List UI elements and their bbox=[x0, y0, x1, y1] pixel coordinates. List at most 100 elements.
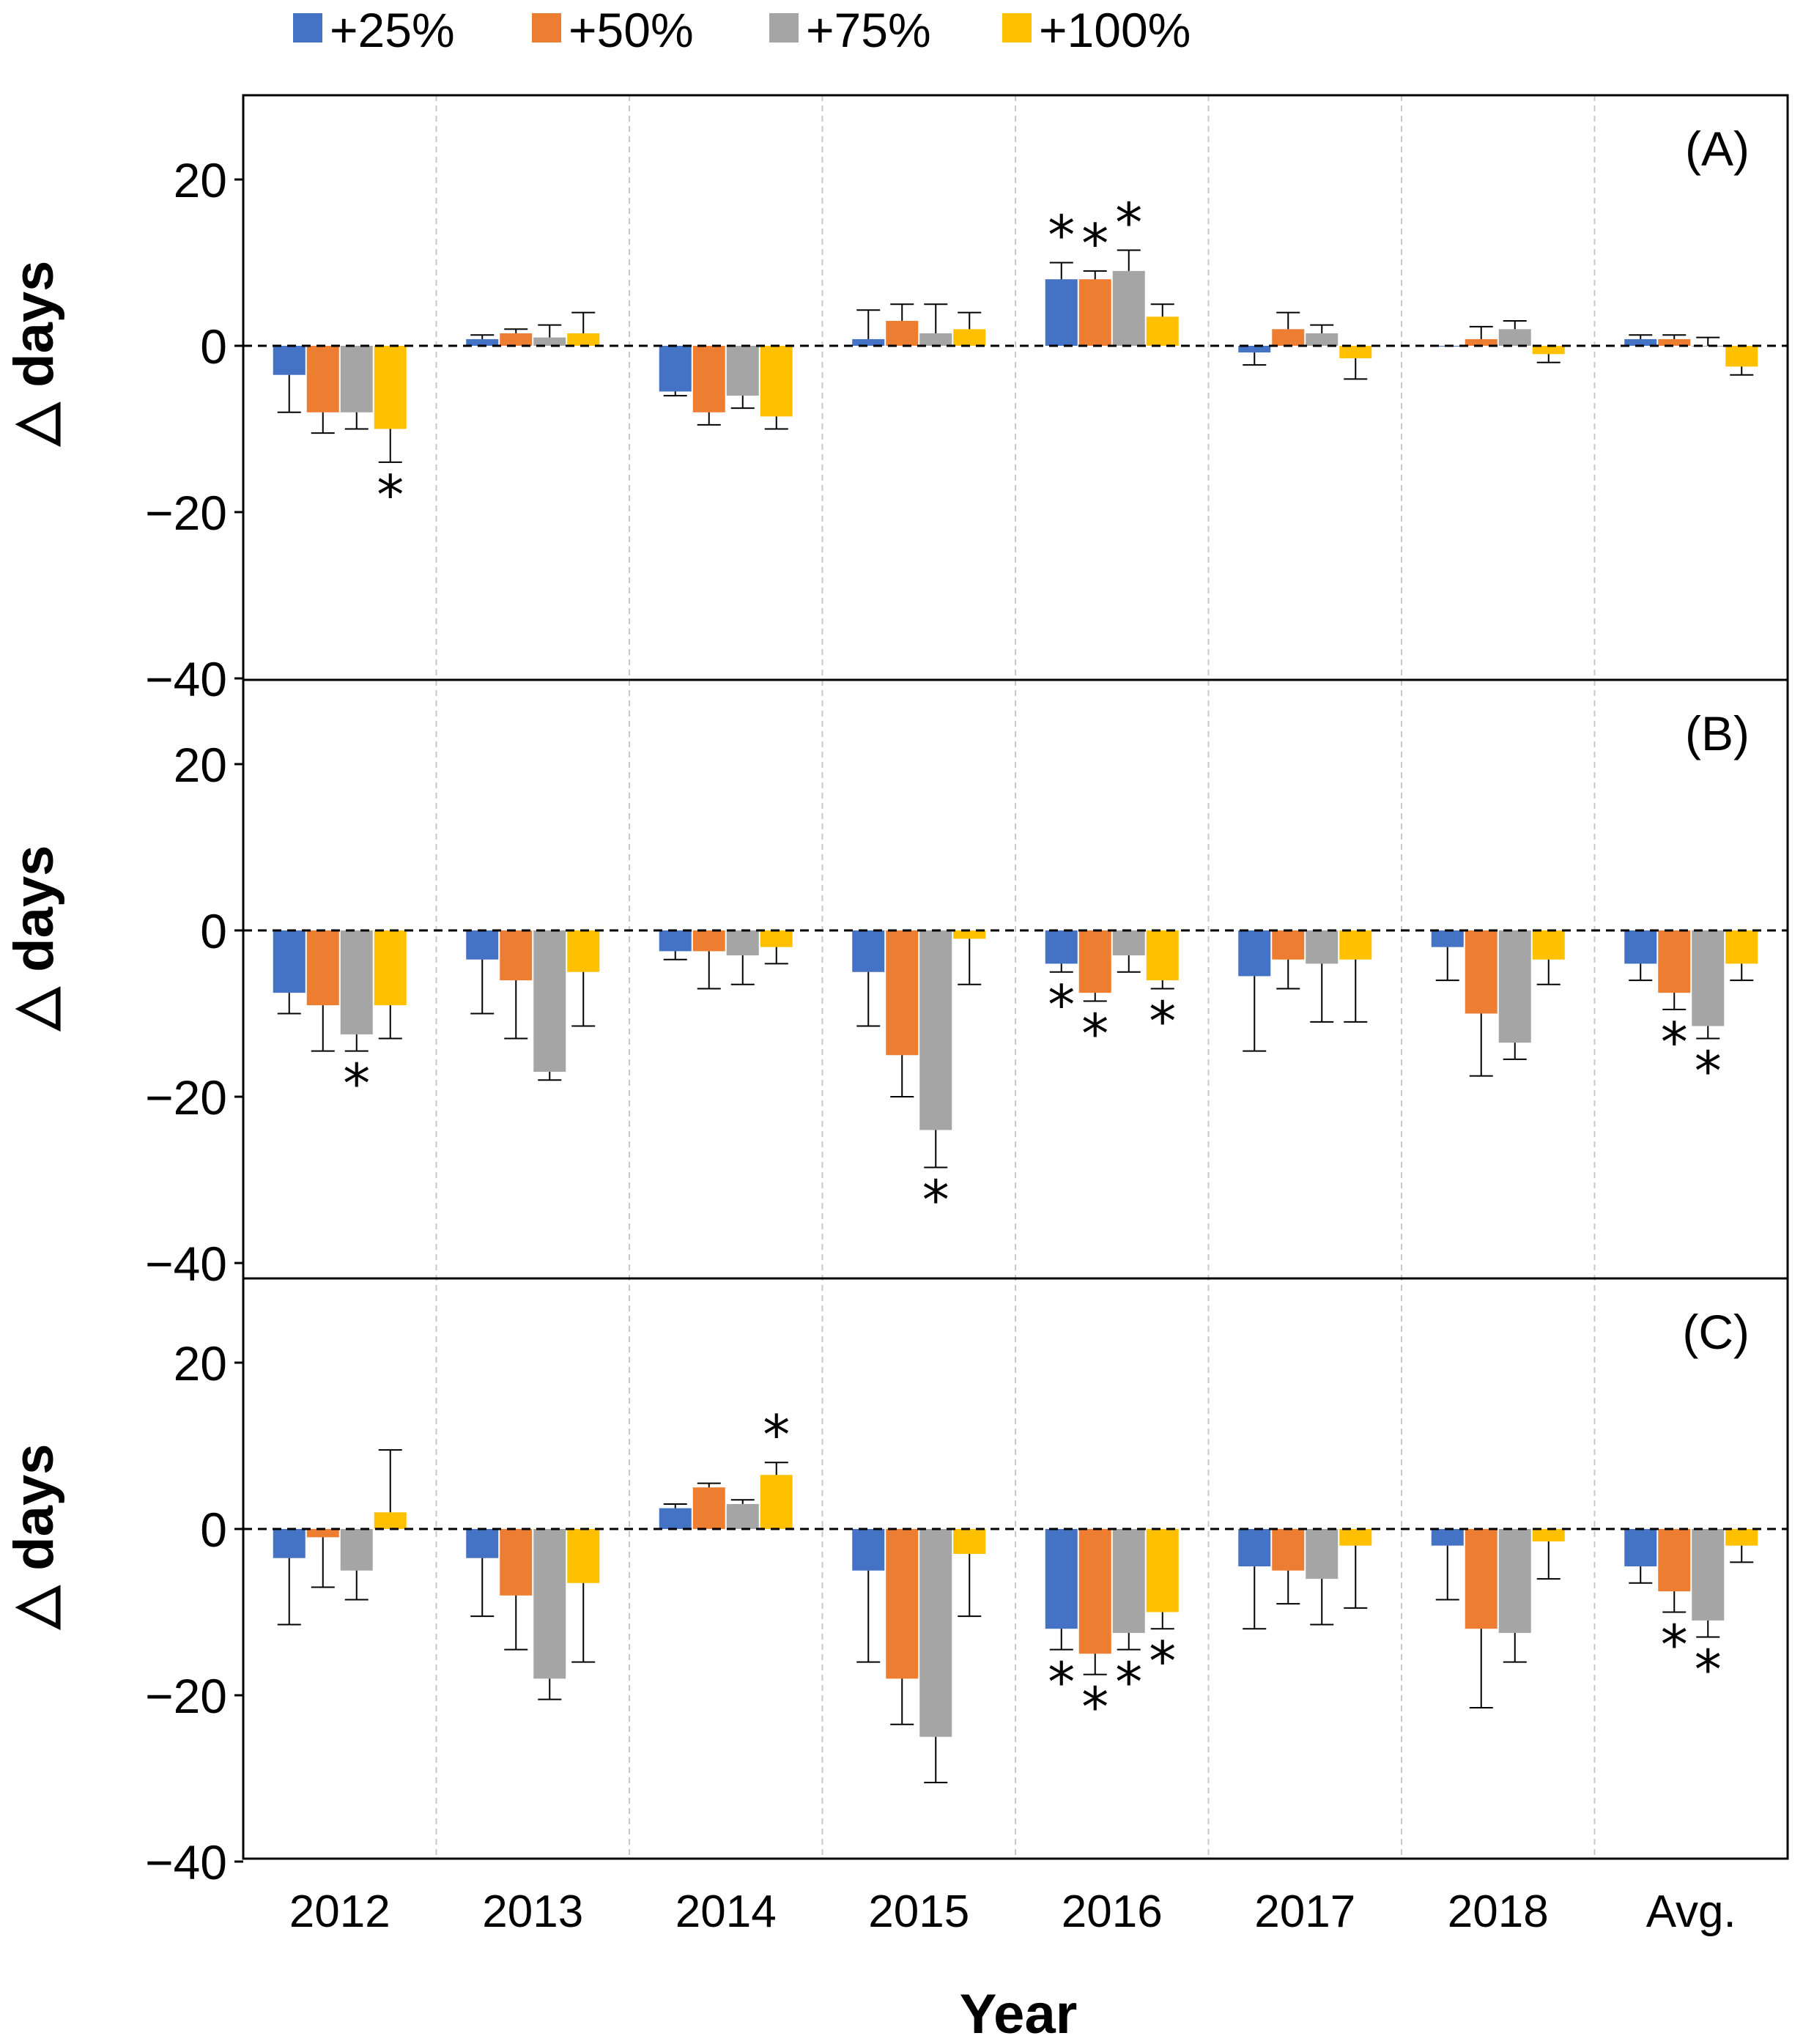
significance-star: * bbox=[1115, 1651, 1142, 1714]
legend-swatch bbox=[293, 13, 322, 42]
bar bbox=[886, 1529, 919, 1679]
y-axis-title: △ days bbox=[3, 1444, 65, 1631]
y-tick-label: −40 bbox=[145, 652, 227, 706]
x-tick-label: 2018 bbox=[1448, 1886, 1549, 1937]
bar bbox=[760, 930, 793, 947]
bar bbox=[659, 346, 692, 392]
bar bbox=[340, 346, 373, 412]
significance-star: * bbox=[1695, 1639, 1722, 1702]
x-tick-label: 2013 bbox=[482, 1886, 583, 1937]
bar bbox=[852, 930, 885, 972]
significance-star: * bbox=[1081, 1002, 1108, 1065]
bar bbox=[273, 346, 306, 375]
bar bbox=[1465, 338, 1498, 346]
y-tick-label: 0 bbox=[200, 319, 227, 374]
legend-swatch bbox=[1002, 13, 1032, 42]
bar bbox=[1045, 279, 1078, 346]
y-tick-label: −40 bbox=[145, 1237, 227, 1291]
bar bbox=[567, 333, 600, 346]
bar bbox=[1725, 930, 1758, 964]
bar bbox=[1431, 1529, 1464, 1546]
x-tick-label: 2016 bbox=[1062, 1886, 1163, 1937]
plot-frame bbox=[242, 94, 1789, 1860]
bar bbox=[760, 1475, 793, 1529]
bar bbox=[659, 1508, 692, 1529]
bar bbox=[1339, 930, 1372, 960]
bar bbox=[306, 1529, 339, 1538]
bar bbox=[1112, 270, 1145, 346]
bar bbox=[306, 930, 339, 1006]
y-tick-label: −20 bbox=[145, 1669, 227, 1723]
bar bbox=[1692, 346, 1725, 347]
bar bbox=[1725, 1529, 1758, 1546]
bar bbox=[1658, 930, 1691, 993]
panel-label: (A) bbox=[1685, 122, 1750, 176]
bar bbox=[1465, 930, 1498, 1014]
panels: 200−20−40△ days(A)** * *200−20−40△ days(B)… bbox=[3, 94, 1789, 1889]
bar bbox=[726, 930, 759, 956]
x-tick-label: 2012 bbox=[289, 1886, 390, 1937]
bar bbox=[1306, 333, 1339, 346]
y-axis-title: △ days bbox=[3, 845, 65, 1032]
bar bbox=[1238, 930, 1271, 977]
bar bbox=[1112, 930, 1145, 956]
bar bbox=[567, 1529, 600, 1583]
bar bbox=[374, 346, 407, 429]
bar bbox=[953, 930, 986, 939]
bar bbox=[1532, 930, 1565, 960]
bar bbox=[692, 930, 725, 952]
panel-label: (C) bbox=[1682, 1305, 1750, 1359]
bar bbox=[500, 333, 533, 346]
bar bbox=[1146, 316, 1179, 346]
y-tick-label: 20 bbox=[174, 738, 227, 792]
bar bbox=[1306, 1529, 1339, 1580]
bar bbox=[1306, 930, 1339, 964]
bar bbox=[1658, 1529, 1691, 1592]
significance-star: * bbox=[1048, 974, 1075, 1037]
bar bbox=[500, 1529, 533, 1596]
bar bbox=[1238, 1529, 1271, 1567]
significance-star: * bbox=[1081, 212, 1108, 275]
bar bbox=[1498, 1529, 1531, 1633]
significance-star: * bbox=[343, 1053, 370, 1116]
y-tick-label: 0 bbox=[200, 1503, 227, 1557]
bar bbox=[1431, 930, 1464, 947]
y-tick-label: 0 bbox=[200, 904, 227, 958]
bar bbox=[1339, 1529, 1372, 1546]
bar bbox=[1498, 930, 1531, 1043]
legend: +25% +50% +75% +100% bbox=[293, 3, 1191, 57]
significance-star: * bbox=[1661, 1011, 1688, 1074]
bar bbox=[692, 346, 725, 412]
bar bbox=[1112, 1529, 1145, 1633]
bar bbox=[1045, 930, 1078, 964]
bar bbox=[953, 1529, 986, 1555]
bar bbox=[533, 337, 566, 346]
bar bbox=[1532, 1529, 1565, 1542]
bar bbox=[1692, 930, 1725, 1026]
bar bbox=[1692, 1529, 1725, 1621]
bar bbox=[500, 930, 533, 981]
bar bbox=[919, 1529, 952, 1737]
y-tick-label: −20 bbox=[145, 486, 227, 540]
bar bbox=[1078, 930, 1111, 993]
bar bbox=[273, 930, 306, 993]
bar bbox=[1465, 1529, 1498, 1629]
x-tick-label: 2014 bbox=[675, 1886, 777, 1937]
bar bbox=[466, 930, 499, 960]
bar bbox=[374, 930, 407, 1006]
y-axis-title: △ days bbox=[3, 261, 65, 448]
y-tick-label: −40 bbox=[145, 1835, 227, 1889]
bar bbox=[1532, 346, 1565, 355]
significance-star: * bbox=[1695, 1040, 1722, 1103]
panel-b: 200−20−40△ days(B)*** * * * * bbox=[3, 706, 1788, 1291]
bar bbox=[852, 1529, 885, 1571]
bar bbox=[1078, 1529, 1111, 1654]
bar bbox=[1624, 338, 1657, 346]
bar bbox=[466, 338, 499, 346]
panel-c: 200−20−40△ days(C)** * * * * * bbox=[3, 1305, 1788, 1889]
legend-swatch bbox=[532, 13, 561, 42]
legend-swatch bbox=[769, 13, 799, 42]
bar bbox=[533, 1529, 566, 1679]
bar bbox=[1658, 338, 1691, 346]
